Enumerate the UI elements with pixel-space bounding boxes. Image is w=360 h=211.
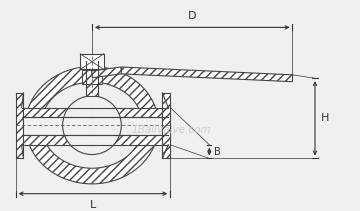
- Text: D: D: [188, 11, 197, 20]
- Bar: [82, 70, 102, 84]
- Bar: [92, 135, 168, 145]
- Text: H: H: [321, 113, 329, 123]
- Ellipse shape: [41, 82, 143, 168]
- Bar: [80, 54, 104, 69]
- Polygon shape: [91, 67, 122, 78]
- Bar: [162, 93, 170, 158]
- Bar: [83, 66, 101, 78]
- Bar: [92, 117, 168, 135]
- Bar: [86, 78, 98, 96]
- Circle shape: [63, 96, 121, 154]
- Bar: [22, 135, 92, 145]
- Text: 1BallValve.com: 1BallValve.com: [131, 125, 211, 135]
- Bar: [16, 93, 23, 158]
- Ellipse shape: [26, 66, 158, 184]
- Text: L: L: [90, 200, 96, 210]
- Polygon shape: [121, 67, 293, 82]
- Text: B: B: [214, 147, 221, 157]
- Bar: [92, 108, 168, 117]
- Bar: [22, 108, 92, 117]
- Bar: [22, 117, 92, 135]
